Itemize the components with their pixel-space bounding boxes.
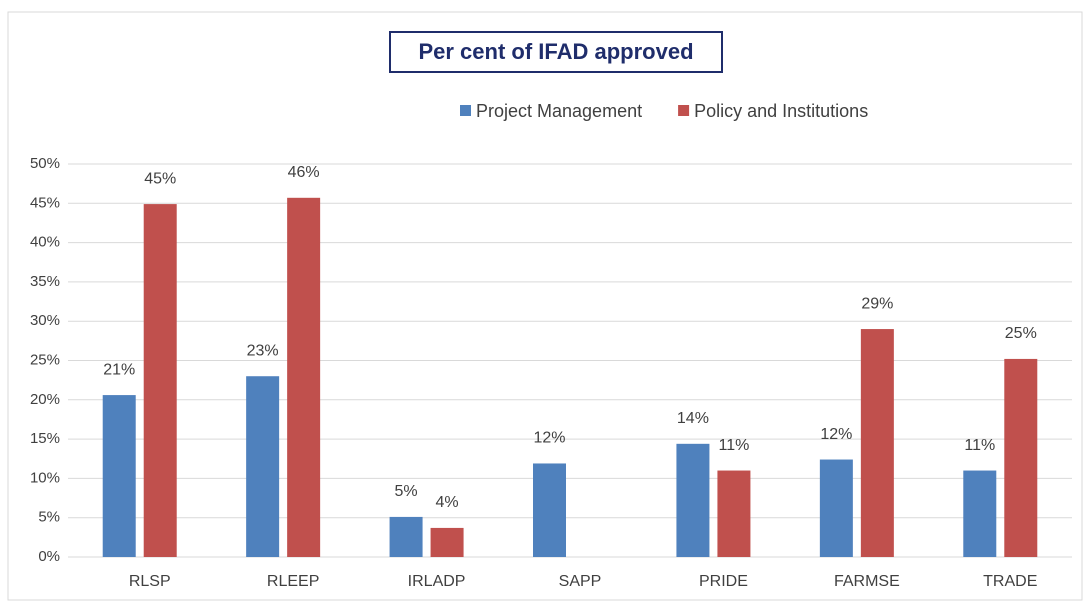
y-tick-label: 20%	[30, 391, 60, 408]
bar	[533, 463, 566, 557]
y-tick-label: 35%	[30, 273, 60, 290]
bar	[287, 197, 321, 557]
legend-label: Policy and Institutions	[694, 101, 868, 121]
x-tick-label: RLSP	[129, 573, 171, 590]
x-tick-label: FARMSE	[834, 573, 900, 590]
x-tick-label: PRIDE	[699, 573, 748, 590]
data-label: 23%	[247, 342, 279, 359]
data-label: 12%	[533, 430, 565, 447]
bar	[819, 459, 853, 557]
y-tick-label: 0%	[38, 548, 60, 565]
x-tick-label: SAPP	[559, 573, 602, 590]
data-label: 11%	[964, 437, 995, 454]
y-tick-label: 45%	[30, 194, 60, 211]
y-tick-label: 15%	[30, 430, 60, 447]
data-label: 29%	[861, 295, 893, 312]
y-tick-label: 40%	[30, 234, 60, 251]
data-label: 45%	[144, 170, 176, 187]
x-tick-label: IRLADP	[408, 573, 466, 590]
legend-swatch	[678, 105, 690, 116]
bar	[1004, 358, 1038, 557]
bar	[860, 329, 894, 557]
y-tick-label: 30%	[30, 312, 60, 329]
x-tick-label: TRADE	[983, 573, 1037, 590]
x-tick-label: RLEEP	[267, 573, 319, 590]
data-label: 14%	[677, 410, 709, 427]
y-tick-label: 50%	[30, 155, 60, 172]
bar	[717, 470, 751, 557]
bar	[676, 443, 710, 557]
data-label: 21%	[103, 361, 135, 378]
legend-swatch	[460, 105, 471, 116]
data-label: 46%	[288, 164, 320, 181]
bar	[963, 470, 997, 557]
chart-title: Per cent of IFAD approved	[418, 39, 693, 64]
bar	[389, 516, 423, 557]
y-tick-label: 5%	[38, 509, 60, 526]
data-label: 11%	[719, 437, 750, 454]
data-label: 25%	[1005, 325, 1037, 342]
y-tick-label: 10%	[30, 469, 60, 486]
data-label: 4%	[436, 494, 459, 511]
bar	[143, 204, 177, 557]
data-label: 5%	[395, 483, 418, 500]
data-label: 12%	[820, 426, 852, 443]
bar	[102, 395, 136, 557]
title-box	[389, 31, 723, 73]
legend-label: Project Management	[476, 101, 642, 121]
bar	[246, 376, 280, 557]
bar	[430, 527, 464, 557]
y-tick-label: 25%	[30, 351, 60, 368]
